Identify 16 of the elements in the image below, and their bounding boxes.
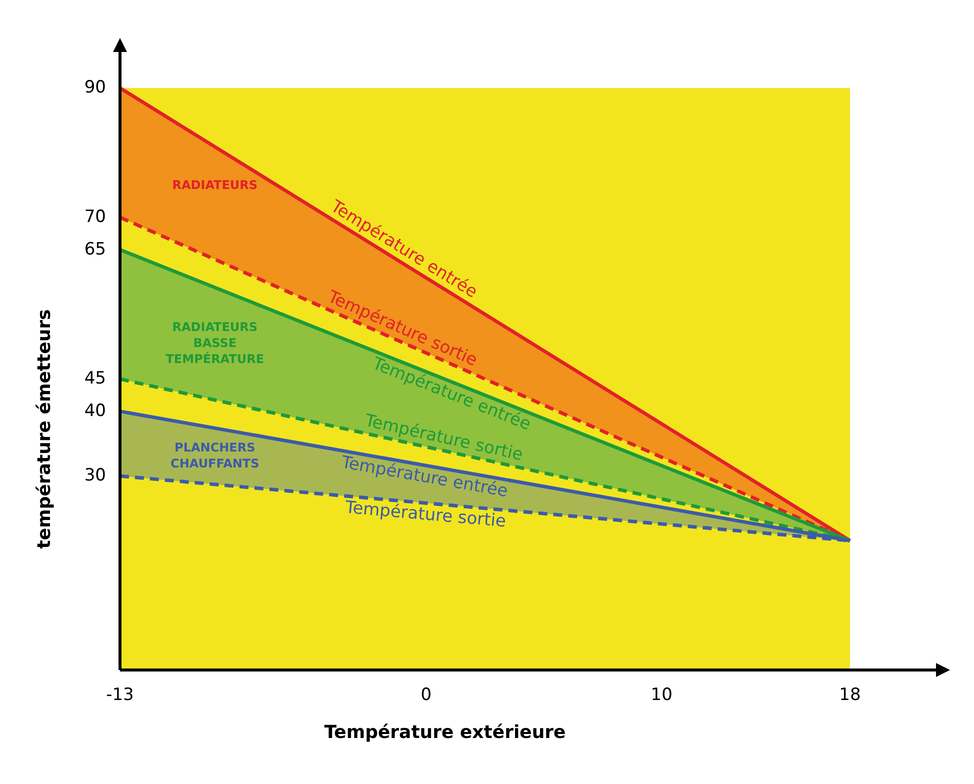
annotation: PLANCHERS CHAUFFANTS xyxy=(170,440,260,471)
x-axis-title: Température extérieure xyxy=(324,722,566,743)
x-tick-label: 0 xyxy=(420,685,432,705)
y-axis-title: température émetteurs xyxy=(34,309,55,549)
x-tick-label: -13 xyxy=(106,685,134,705)
y-tick-label: 40 xyxy=(84,400,106,421)
annotation: RADIATEURS BASSE TEMPÉRATURE xyxy=(166,320,264,366)
y-tick-label: 45 xyxy=(84,368,106,389)
y-tick-label: 65 xyxy=(84,239,106,260)
y-tick-label: 30 xyxy=(84,466,106,486)
annotation: RADIATEURS xyxy=(172,178,258,193)
x-tick-label: 10 xyxy=(650,685,672,705)
x-tick-label: 18 xyxy=(839,685,861,705)
text: Température sortie xyxy=(343,498,507,532)
y-tick-label: 90 xyxy=(84,78,106,98)
y-tick-label: 70 xyxy=(84,206,106,227)
